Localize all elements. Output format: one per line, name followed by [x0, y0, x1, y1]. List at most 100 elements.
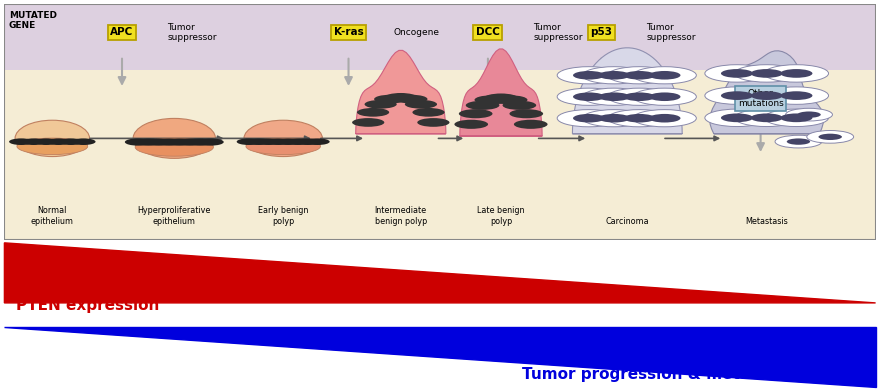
- Circle shape: [624, 114, 656, 122]
- Text: Intermediate
benign polyp: Intermediate benign polyp: [375, 206, 427, 226]
- Bar: [4, 4, 876, 70]
- Circle shape: [296, 138, 320, 145]
- Circle shape: [608, 67, 671, 84]
- Circle shape: [751, 69, 783, 78]
- Circle shape: [276, 138, 300, 145]
- Text: Other
mutations: Other mutations: [737, 89, 783, 108]
- Circle shape: [364, 100, 397, 109]
- Circle shape: [454, 120, 488, 129]
- Circle shape: [197, 138, 224, 145]
- Text: Carcinoma: Carcinoma: [605, 217, 649, 226]
- Circle shape: [633, 67, 696, 84]
- Circle shape: [136, 138, 162, 145]
- Circle shape: [305, 138, 330, 145]
- Text: Oncogene: Oncogene: [394, 28, 440, 37]
- Circle shape: [21, 138, 46, 145]
- Circle shape: [286, 138, 310, 145]
- Text: DCC: DCC: [476, 27, 500, 37]
- Circle shape: [357, 108, 389, 117]
- Circle shape: [573, 71, 605, 80]
- Circle shape: [256, 138, 281, 145]
- Circle shape: [797, 112, 821, 118]
- Circle shape: [649, 92, 680, 101]
- Circle shape: [166, 138, 193, 145]
- Circle shape: [781, 113, 812, 122]
- Circle shape: [466, 101, 500, 110]
- Circle shape: [598, 114, 630, 122]
- Text: Metastasis: Metastasis: [745, 217, 788, 226]
- Circle shape: [246, 138, 271, 145]
- Circle shape: [145, 138, 172, 145]
- Circle shape: [237, 138, 261, 145]
- Circle shape: [608, 88, 671, 105]
- Text: PTEN expression: PTEN expression: [16, 298, 159, 314]
- Text: Early benign
polyp: Early benign polyp: [258, 206, 308, 226]
- Circle shape: [735, 87, 799, 105]
- Circle shape: [583, 67, 646, 84]
- Circle shape: [807, 131, 854, 143]
- Circle shape: [705, 109, 769, 126]
- Circle shape: [608, 110, 671, 127]
- Ellipse shape: [136, 138, 213, 156]
- Text: APC: APC: [110, 27, 134, 37]
- Polygon shape: [4, 327, 876, 387]
- Text: Tumor
suppressor: Tumor suppressor: [533, 23, 583, 42]
- Text: K-ras: K-ras: [334, 27, 363, 37]
- Circle shape: [764, 65, 829, 82]
- Circle shape: [751, 113, 783, 122]
- Circle shape: [721, 113, 753, 122]
- Circle shape: [502, 101, 536, 110]
- Circle shape: [59, 138, 83, 145]
- Circle shape: [374, 95, 407, 103]
- Circle shape: [775, 135, 822, 148]
- Circle shape: [494, 95, 527, 105]
- Circle shape: [764, 87, 829, 105]
- Ellipse shape: [17, 138, 88, 154]
- Circle shape: [413, 108, 444, 117]
- Ellipse shape: [15, 120, 90, 156]
- Circle shape: [395, 95, 428, 103]
- Circle shape: [624, 92, 656, 101]
- Circle shape: [735, 109, 799, 126]
- Circle shape: [705, 65, 769, 82]
- Bar: [4, 70, 876, 240]
- Text: Tumor
suppressor: Tumor suppressor: [647, 23, 696, 42]
- Text: Tumor
suppressor: Tumor suppressor: [167, 23, 216, 42]
- Ellipse shape: [133, 119, 216, 158]
- Circle shape: [458, 109, 493, 118]
- Text: Normal
epithelium: Normal epithelium: [31, 206, 74, 226]
- Circle shape: [187, 138, 214, 145]
- Circle shape: [633, 88, 696, 105]
- Circle shape: [818, 134, 842, 140]
- Circle shape: [735, 65, 799, 82]
- Circle shape: [598, 71, 630, 80]
- Circle shape: [125, 138, 151, 145]
- Circle shape: [649, 71, 680, 80]
- Circle shape: [598, 92, 630, 101]
- Polygon shape: [572, 48, 682, 134]
- Circle shape: [781, 69, 812, 78]
- Polygon shape: [709, 51, 824, 134]
- Polygon shape: [356, 50, 446, 134]
- Polygon shape: [4, 243, 876, 303]
- Circle shape: [71, 138, 96, 145]
- Circle shape: [721, 91, 753, 100]
- Ellipse shape: [246, 138, 320, 154]
- Circle shape: [751, 91, 783, 100]
- Circle shape: [557, 110, 620, 127]
- Circle shape: [47, 138, 70, 145]
- Circle shape: [352, 118, 385, 127]
- Circle shape: [781, 91, 812, 100]
- Circle shape: [583, 110, 646, 127]
- Circle shape: [34, 138, 58, 145]
- Text: Hyperproliferative
epithelium: Hyperproliferative epithelium: [137, 206, 211, 226]
- Circle shape: [484, 94, 517, 103]
- Circle shape: [474, 95, 508, 105]
- Circle shape: [573, 114, 605, 122]
- Circle shape: [385, 93, 417, 102]
- Circle shape: [649, 114, 680, 122]
- Circle shape: [176, 138, 203, 145]
- Circle shape: [156, 138, 182, 145]
- Polygon shape: [460, 49, 542, 136]
- Circle shape: [9, 138, 33, 145]
